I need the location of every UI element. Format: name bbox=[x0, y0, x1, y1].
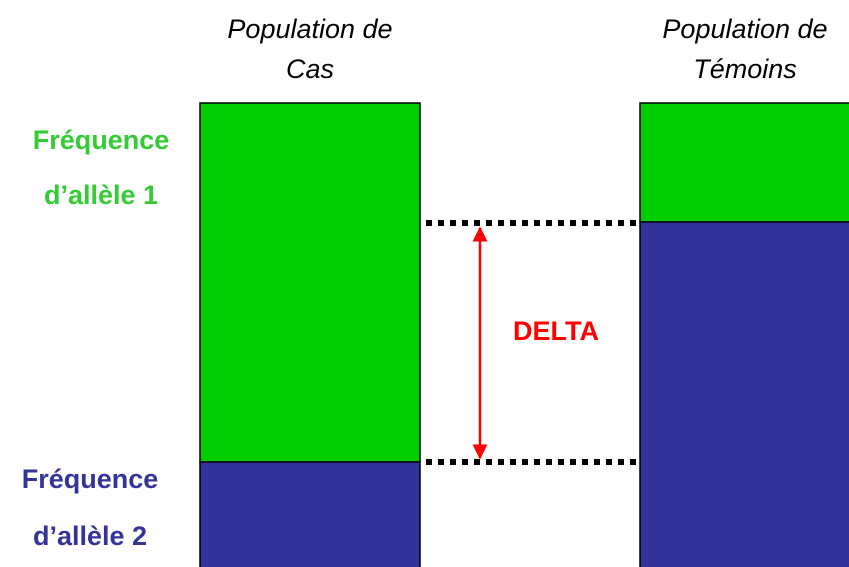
delta-label: DELTA bbox=[513, 316, 599, 346]
allele1-block bbox=[199, 102, 421, 463]
allele2-label: Fréquence bbox=[22, 464, 159, 494]
allele1-block bbox=[639, 102, 849, 223]
column-title: Témoins bbox=[693, 54, 797, 84]
allele2-label: d’allèle 2 bbox=[33, 521, 147, 551]
allele2-block bbox=[639, 221, 849, 567]
allele1-label: Fréquence bbox=[33, 125, 170, 155]
column-title: Population de bbox=[662, 14, 827, 44]
allele2-block bbox=[199, 461, 421, 567]
column-title: Population de bbox=[227, 14, 392, 44]
column-title: Cas bbox=[286, 54, 334, 84]
allele1-label: d’allèle 1 bbox=[44, 180, 158, 210]
